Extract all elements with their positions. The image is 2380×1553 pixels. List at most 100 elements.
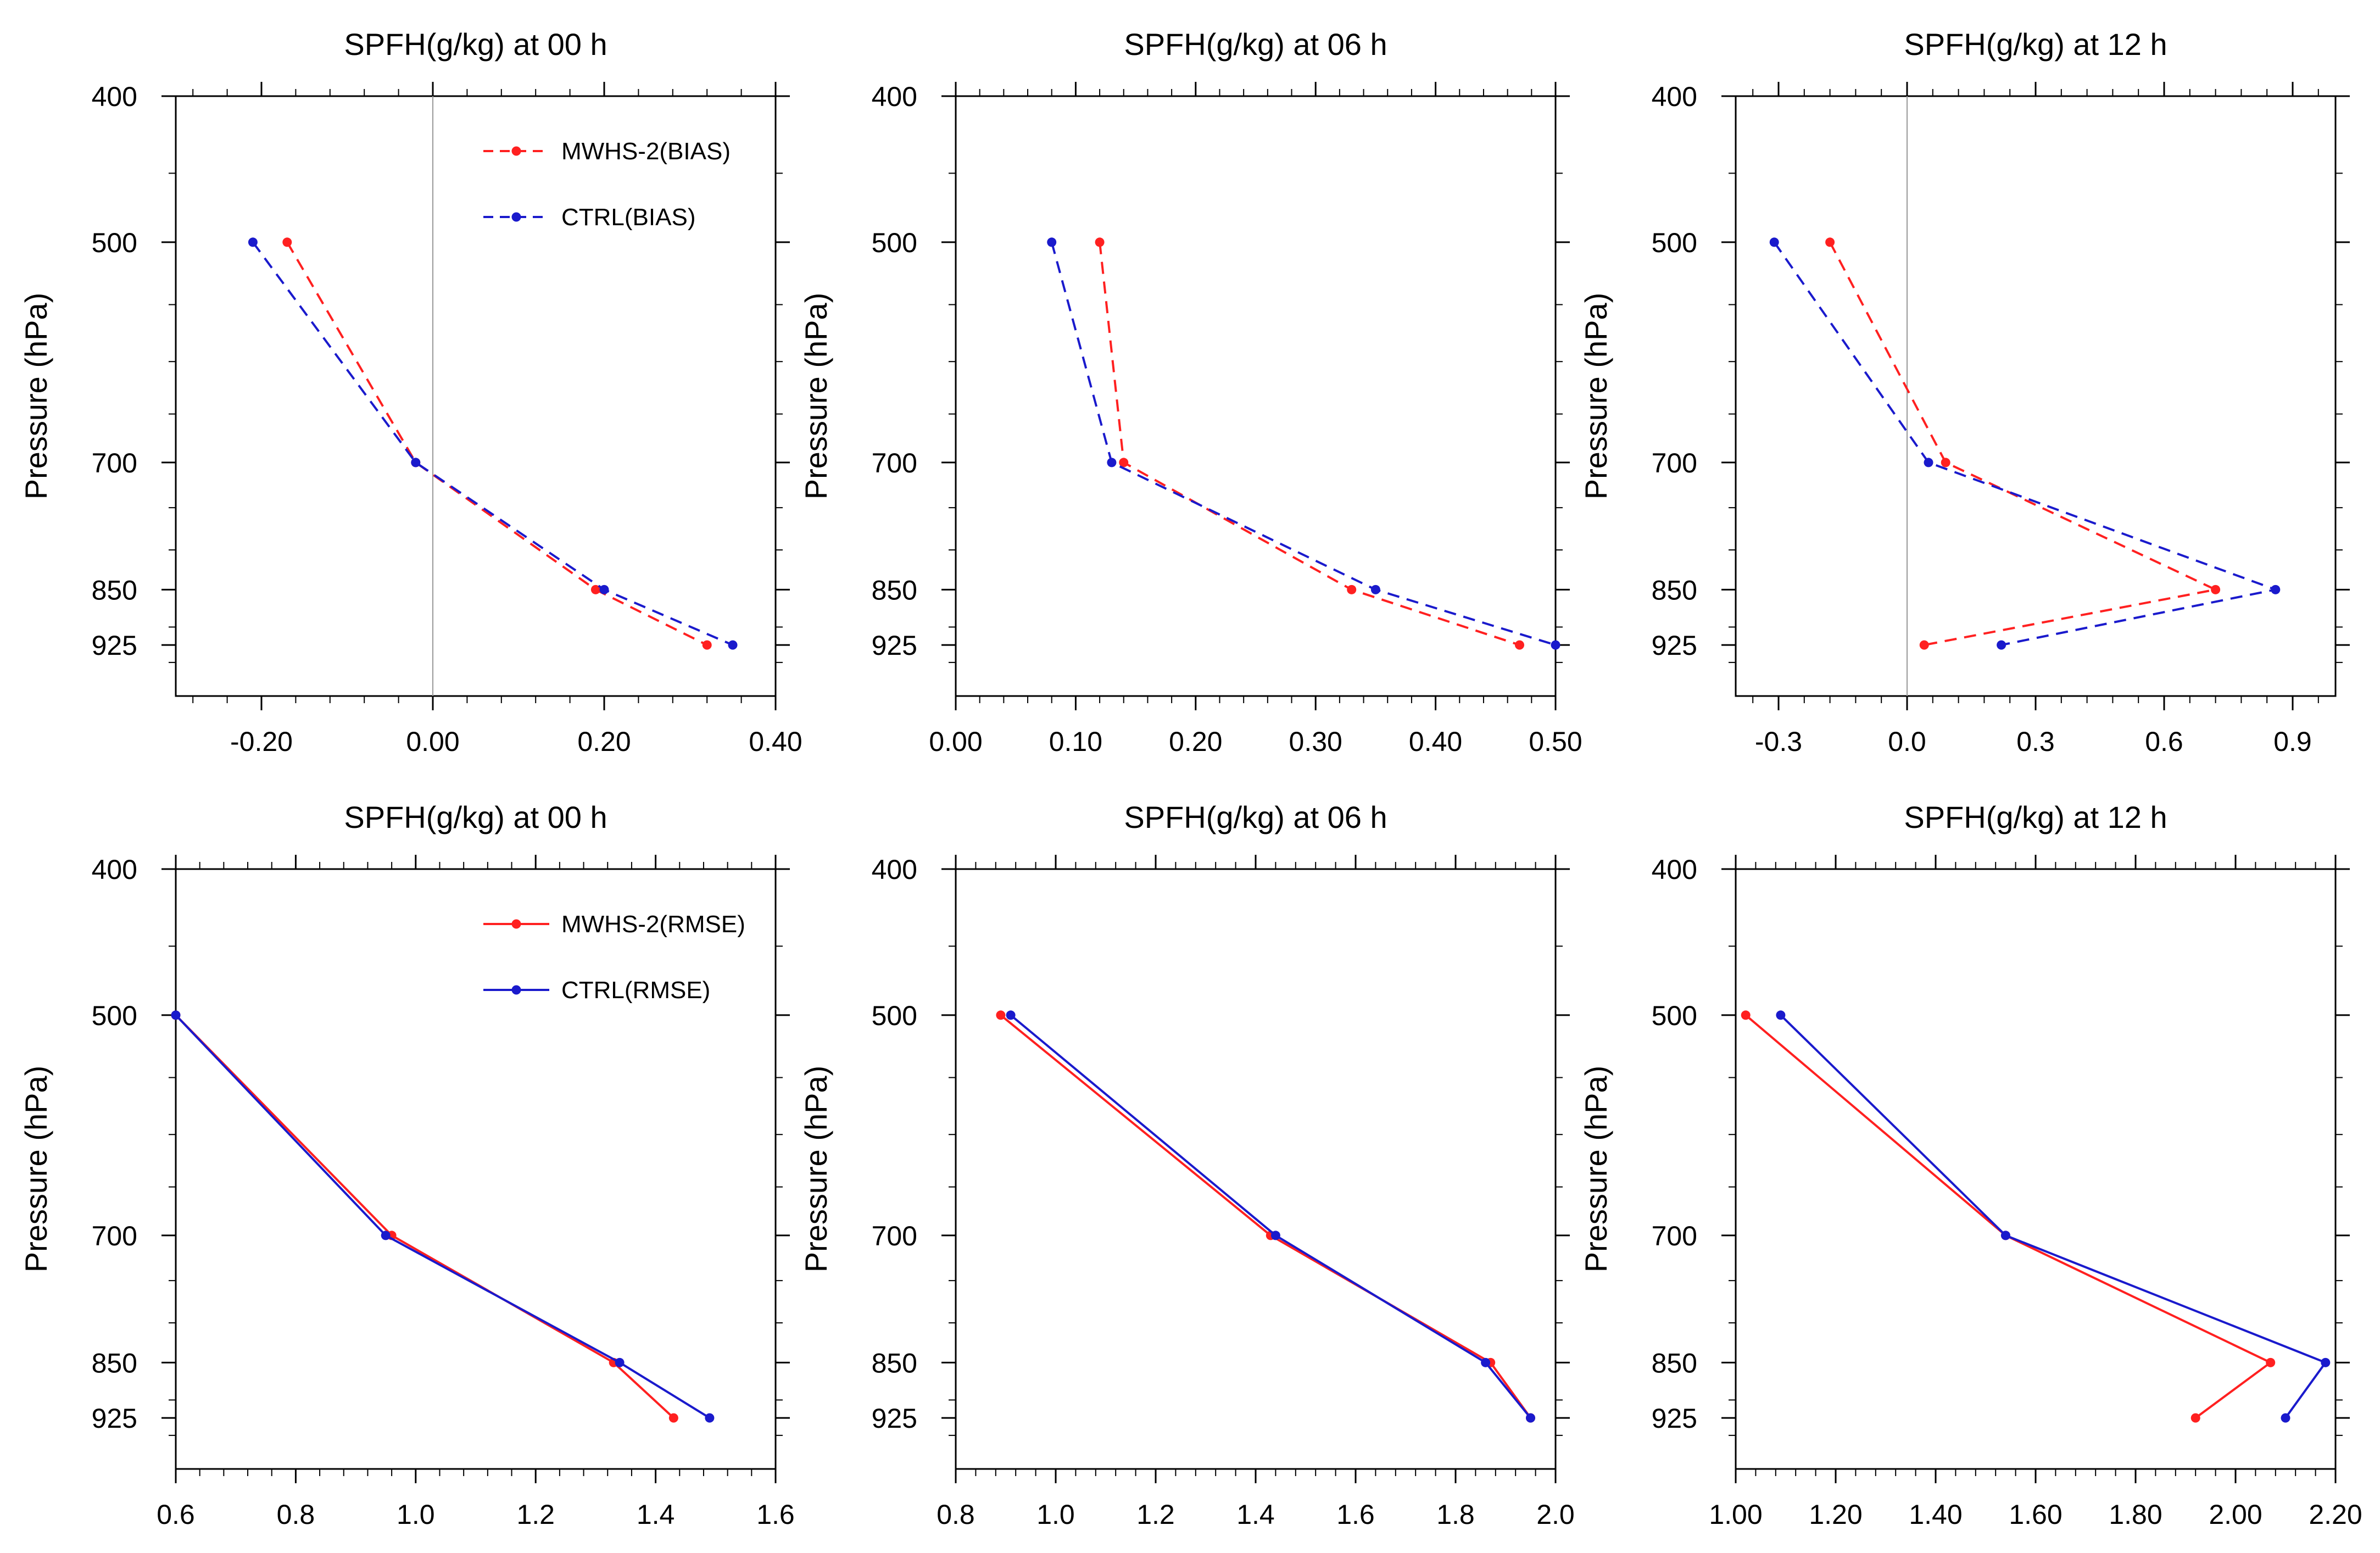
series-line-ctrl (1780, 1014, 2327, 1419)
y-tick-label: 400 (872, 854, 917, 885)
x-tick-label: 0.00 (929, 726, 982, 757)
y-tick-label: 925 (92, 630, 137, 661)
data-point-ctrl (1997, 640, 2006, 650)
legend-marker (511, 985, 521, 995)
data-point-mwhs2 (2211, 585, 2221, 594)
panel-title: SPFH(g/kg) at 00 h (344, 800, 607, 834)
data-point-mwhs2 (702, 640, 712, 650)
plot-frame (955, 868, 1557, 1470)
y-tick-label: 500 (872, 227, 917, 258)
data-point-ctrl (1370, 585, 1380, 594)
x-tick-label: 1.4 (1236, 1499, 1275, 1530)
x-tick-label: 2.0 (1536, 1499, 1575, 1530)
x-tick-label: 1.60 (2009, 1499, 2062, 1530)
series-line-mwhs2 (1744, 1014, 2272, 1419)
legend-marker (511, 919, 521, 929)
data-point-mwhs2 (1119, 458, 1129, 467)
panel-title: SPFH(g/kg) at 12 h (1904, 800, 2167, 834)
y-tick-label: 850 (92, 575, 137, 605)
data-point-mwhs2 (1741, 1010, 1751, 1020)
y-axis-label: Pressure (hPa) (799, 293, 833, 500)
y-tick-label: 850 (872, 575, 917, 605)
data-point-ctrl (1270, 1231, 1280, 1240)
legend-label: MWHS-2(BIAS) (561, 138, 731, 165)
x-tick-label: 1.2 (1136, 1499, 1175, 1530)
data-point-ctrl (171, 1010, 181, 1020)
x-tick-label: 0.8 (937, 1499, 975, 1530)
y-axis-label: Pressure (hPa) (19, 293, 53, 500)
y-axis-label: Pressure (hPa) (1579, 293, 1613, 500)
data-point-mwhs2 (1941, 458, 1950, 467)
plot-frame (1735, 868, 2337, 1470)
x-tick-label: 1.8 (1436, 1499, 1475, 1530)
legend: MWHS-2(BIAS) CTRL(BIAS) (483, 138, 731, 231)
y-tick-label: 400 (1652, 854, 1697, 885)
legend-marker (511, 212, 521, 222)
data-point-ctrl (1924, 458, 1933, 467)
x-tick-label: 1.0 (397, 1499, 435, 1530)
series-line-mwhs2 (286, 241, 708, 646)
panel-3: SPFH(g/kg) at 12 h 400 500 700 850 925 Pressur… (1579, 27, 2350, 757)
data-point-ctrl (2271, 585, 2281, 594)
y-tick-label: 700 (872, 1221, 917, 1251)
y-tick-label: 500 (1652, 1000, 1697, 1031)
y-axis-label: Pressure (hPa) (799, 1066, 833, 1273)
data-point-ctrl (1551, 640, 1560, 650)
y-tick-label: 500 (872, 1000, 917, 1031)
data-point-ctrl (1776, 1010, 1786, 1020)
y-tick-label: 925 (872, 630, 917, 661)
series-line-mwhs2 (1099, 242, 1520, 646)
y-tick-label: 500 (92, 1000, 137, 1031)
data-point-ctrl (615, 1357, 625, 1367)
data-point-ctrl (1006, 1010, 1016, 1020)
panel-2: SPFH(g/kg) at 06 h 400 500 700 850 925 Pressur… (799, 27, 1582, 757)
panel-title: SPFH(g/kg) at 06 h (1124, 27, 1387, 62)
x-tick-label: 0.30 (1289, 726, 1342, 757)
x-tick-label: 1.6 (756, 1499, 795, 1530)
y-tick-label: 925 (92, 1403, 137, 1434)
panel-5: SPFH(g/kg) at 06 h 400 500 700 850 925 Pressur… (799, 800, 1575, 1530)
data-point-ctrl (1769, 237, 1779, 247)
data-point-mwhs2 (1347, 585, 1357, 594)
series-line-ctrl (1050, 242, 1556, 647)
panel-1: SPFH(g/kg) at 00 h 400 500 700 850 925 Pressur… (19, 27, 802, 757)
x-tick-label: 1.80 (2109, 1499, 2162, 1530)
y-tick-label: 700 (1652, 1221, 1697, 1251)
data-point-ctrl (599, 585, 609, 594)
data-point-ctrl (1481, 1357, 1491, 1367)
y-tick-label: 400 (92, 81, 137, 112)
x-tick-label: 0.10 (1049, 726, 1102, 757)
data-point-mwhs2 (1825, 237, 1835, 247)
x-tick-label: 1.00 (1709, 1499, 1762, 1530)
legend: MWHS-2(RMSE) CTRL(RMSE) (483, 911, 745, 1004)
data-point-ctrl (411, 458, 421, 467)
y-axis-label: Pressure (hPa) (19, 1066, 53, 1273)
x-tick-label: 0.0 (1888, 726, 1926, 757)
legend-label: CTRL(BIAS) (561, 204, 695, 231)
x-tick-label: 2.00 (2209, 1499, 2262, 1530)
x-tick-label: 0.50 (1529, 726, 1582, 757)
data-point-ctrl (1047, 237, 1057, 247)
x-tick-label: 1.0 (1036, 1499, 1075, 1530)
data-point-ctrl (2000, 1231, 2010, 1240)
x-tick-label: 0.40 (749, 726, 802, 757)
y-tick-label: 850 (1652, 1348, 1697, 1378)
x-tick-label: 1.6 (1336, 1499, 1375, 1530)
data-point-ctrl (2321, 1357, 2331, 1367)
data-point-ctrl (1107, 458, 1117, 467)
data-point-ctrl (705, 1413, 715, 1423)
y-tick-label: 700 (872, 448, 917, 478)
x-tick-label: 1.2 (516, 1499, 555, 1530)
x-tick-label: -0.3 (1755, 726, 1802, 757)
y-tick-label: 400 (1652, 81, 1697, 112)
x-tick-label: 0.6 (157, 1499, 195, 1530)
x-tick-label: 0.6 (2145, 726, 2183, 757)
x-tick-label: 0.20 (1169, 726, 1222, 757)
panel-6: SPFH(g/kg) at 12 h 400 500 700 850 925 Pressur… (1579, 800, 2362, 1530)
legend-marker (511, 146, 521, 156)
data-point-mwhs2 (1095, 237, 1105, 247)
series-line-mwhs2 (1000, 1014, 1532, 1419)
y-tick-label: 700 (92, 448, 137, 478)
y-tick-label: 500 (1652, 227, 1697, 258)
x-tick-label: 2.20 (2309, 1499, 2362, 1530)
